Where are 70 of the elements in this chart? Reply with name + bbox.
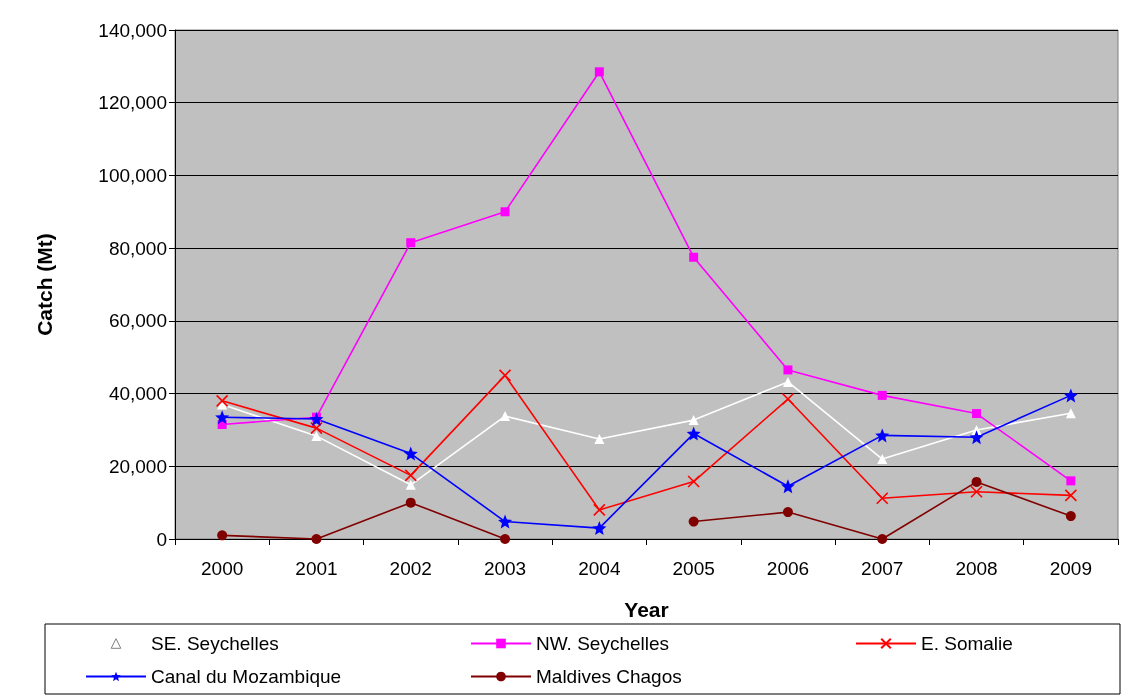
point [689,252,699,262]
point [686,426,701,441]
point [215,394,229,408]
y-tick-label: 80,000 [108,237,167,259]
y-tick-label: 20,000 [108,455,167,477]
y-tick-label: 60,000 [108,310,167,332]
point [311,534,322,544]
point [500,411,511,422]
x-axis-title: Year [624,598,669,621]
legend-label: SE. Seychelles [151,633,279,654]
x-tick-label: 2009 [1049,558,1092,579]
point [970,485,983,499]
point [406,238,416,248]
point [594,434,605,445]
y-axis-title: Catch (Mt) [33,233,56,336]
y-tick-label: 140,000 [98,19,167,41]
point [404,469,418,482]
point [877,454,888,465]
point [403,446,418,461]
point [688,516,699,527]
point [875,491,889,505]
point [782,376,793,387]
point [1066,476,1076,486]
x-tick-label: 2004 [578,558,621,579]
point [594,67,604,77]
x-tick-label: 2006 [766,558,810,579]
x-tick-label: 2002 [389,558,432,579]
point [498,514,513,529]
point [500,534,511,544]
x-tick-label: 2000 [201,558,244,579]
point [217,530,228,541]
y-tick-label: 0 [156,528,167,550]
point [215,410,230,425]
legend-label: E. Somalie [921,633,1013,654]
point [1064,489,1078,502]
legend-label: Canal du Mozambique [151,666,342,687]
point [311,431,322,442]
x-tick-label: 2003 [483,558,527,579]
point [500,207,510,217]
point [969,430,984,445]
point [592,521,607,536]
point [593,503,606,517]
y-tick-label: 120,000 [98,92,167,114]
point [1063,388,1078,403]
point [877,534,888,544]
point [972,409,982,419]
point [310,421,323,435]
point [783,365,793,375]
point [405,497,416,508]
point [971,476,982,487]
x-tick-label: 2007 [861,558,904,579]
point [877,390,887,400]
point [309,412,324,427]
x-tick-label: 2005 [672,558,715,579]
legend-label: NW. Seychelles [536,633,670,654]
point [498,369,512,382]
y-tick-label: 100,000 [98,164,167,186]
point [1065,511,1076,522]
point [780,479,795,494]
point [687,475,700,488]
x-tick-label: 2008 [955,558,998,579]
y-tick-label: 40,000 [108,383,167,405]
x-tick-label: 2001 [295,558,338,579]
legend-label: Maldives Chagos [536,666,682,687]
point [1065,408,1076,419]
point [405,479,416,490]
point [875,428,890,443]
point [781,392,795,406]
point [688,415,699,426]
point [782,507,793,518]
